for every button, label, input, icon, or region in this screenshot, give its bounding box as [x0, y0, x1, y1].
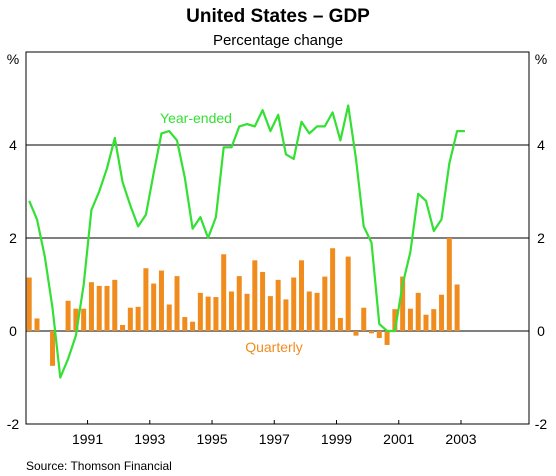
quarterly-bars [26, 238, 460, 366]
y-tick-label-left: 4 [9, 137, 17, 153]
bar-quarterly [407, 308, 413, 331]
bar-quarterly [322, 276, 328, 331]
y-axis-ticks: -2 -2 0 0 2 2 4 4 [7, 137, 548, 432]
source-note: Source: Thomson Financial [26, 459, 172, 473]
bar-quarterly [369, 331, 375, 334]
y-tick-label-right: -2 [535, 416, 548, 432]
bar-quarterly [454, 284, 460, 331]
bar-quarterly [96, 285, 102, 331]
bar-quarterly [65, 300, 71, 331]
bar-quarterly [376, 331, 382, 338]
x-tick-label: 1995 [196, 431, 227, 447]
bar-quarterly [291, 277, 297, 331]
bar-quarterly [275, 279, 281, 331]
bar-quarterly [431, 309, 437, 331]
chart-subtitle: Percentage change [213, 32, 343, 49]
bar-quarterly [330, 248, 336, 331]
x-tick-label: 1999 [321, 431, 352, 447]
bar-quarterly [205, 296, 211, 331]
bar-quarterly [73, 308, 79, 331]
bar-quarterly [166, 304, 172, 331]
y-tick-label-left: -2 [7, 416, 20, 432]
bar-quarterly [361, 307, 367, 331]
bar-quarterly [26, 277, 32, 331]
bar-quarterly [353, 331, 359, 336]
bar-quarterly [384, 331, 390, 345]
bar-quarterly [120, 324, 126, 331]
bar-quarterly [236, 276, 242, 331]
x-tick-label: 2001 [383, 431, 414, 447]
x-tick-label: 2003 [445, 431, 476, 447]
bar-quarterly [252, 260, 258, 331]
bar-quarterly [158, 270, 164, 331]
y-tick-label-left: 0 [9, 323, 17, 339]
bar-quarterly [299, 260, 304, 331]
quarterly-label: Quarterly [245, 339, 303, 355]
year-ended-line-group [28, 104, 465, 379]
x-tick-label: 1997 [259, 431, 290, 447]
bar-quarterly [127, 307, 133, 331]
plot-frame [25, 51, 530, 425]
bar-quarterly [244, 293, 250, 331]
bar-quarterly [143, 268, 149, 331]
bar-quarterly [228, 291, 234, 331]
y-unit-left: % [7, 51, 19, 67]
year-ended-label: Year-ended [160, 110, 232, 126]
bar-quarterly [112, 279, 118, 331]
bar-quarterly [400, 276, 406, 331]
bar-quarterly [182, 317, 188, 331]
bar-quarterly [423, 314, 429, 331]
x-axis-ticks: 1991 1993 1995 1997 1999 2001 2003 [72, 420, 477, 447]
bar-quarterly [213, 297, 219, 331]
x-tick-label: 1991 [72, 431, 103, 447]
y-tick-label-right: 2 [537, 230, 545, 246]
year-ended-line [28, 104, 465, 379]
bar-quarterly [221, 254, 227, 331]
y-unit-right: % [535, 51, 547, 67]
bar-quarterly [283, 299, 289, 331]
bar-quarterly [135, 306, 141, 331]
bar-quarterly [306, 291, 312, 331]
bar-quarterly [151, 283, 157, 331]
bar-quarterly [174, 276, 180, 331]
bar-quarterly [267, 296, 273, 331]
bar-quarterly [260, 271, 266, 331]
bar-quarterly [446, 238, 452, 331]
bar-quarterly [415, 292, 421, 331]
bar-quarterly [314, 292, 320, 331]
bar-quarterly [88, 282, 94, 331]
y-tick-label-right: 4 [537, 137, 545, 153]
y-tick-label-left: 2 [9, 230, 17, 246]
chart-title: United States – GDP [186, 6, 370, 27]
x-tick-label: 1993 [134, 431, 165, 447]
bar-quarterly [439, 294, 445, 331]
bar-quarterly [34, 318, 40, 331]
bar-quarterly [104, 285, 110, 331]
bar-quarterly [392, 309, 398, 331]
bar-quarterly [197, 292, 203, 331]
bar-quarterly [81, 308, 87, 331]
y-tick-label-right: 0 [537, 323, 545, 339]
bar-quarterly [345, 256, 351, 331]
bar-quarterly [190, 321, 196, 331]
bar-quarterly [50, 331, 56, 366]
bar-quarterly [337, 317, 343, 331]
